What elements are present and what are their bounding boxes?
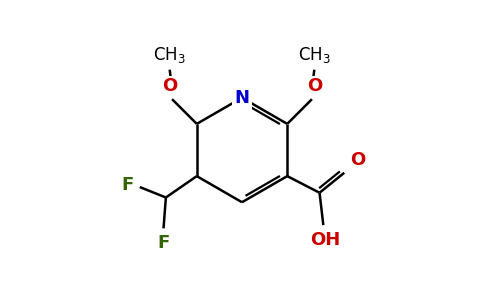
Text: F: F xyxy=(157,234,169,252)
Text: CH$_3$: CH$_3$ xyxy=(298,45,331,65)
Text: N: N xyxy=(235,89,249,107)
Text: OH: OH xyxy=(311,231,341,249)
Text: O: O xyxy=(162,77,177,95)
Text: F: F xyxy=(122,176,134,194)
Text: O: O xyxy=(307,77,322,95)
Text: CH$_3$: CH$_3$ xyxy=(153,45,186,65)
Text: O: O xyxy=(350,151,365,169)
